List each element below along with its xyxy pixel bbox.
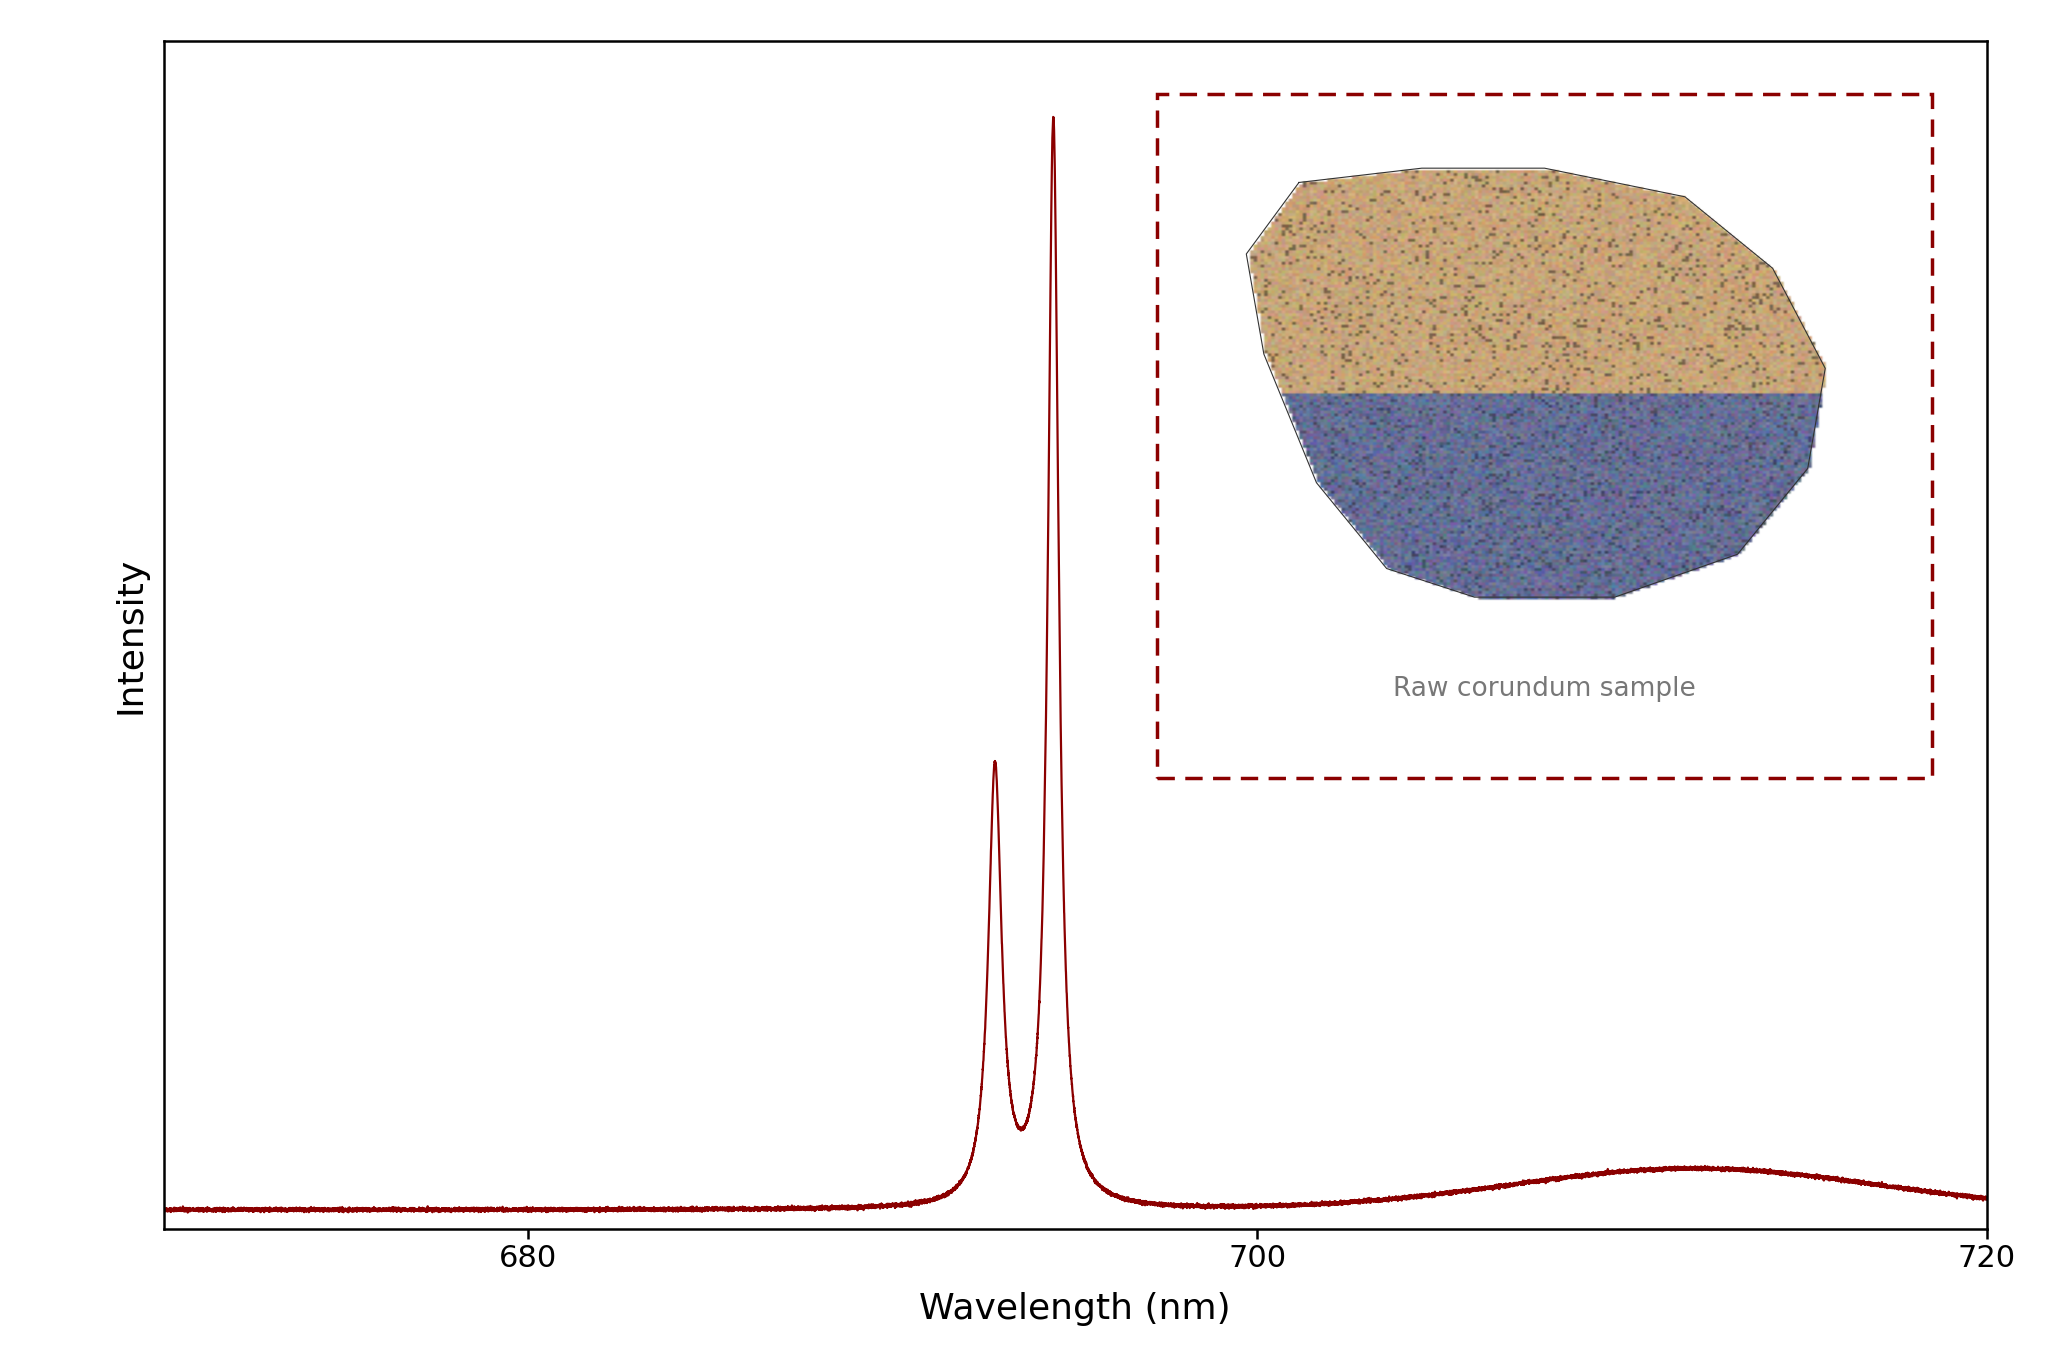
Y-axis label: Intensity: Intensity — [113, 556, 147, 714]
X-axis label: Wavelength (nm): Wavelength (nm) — [920, 1292, 1231, 1326]
FancyBboxPatch shape — [1157, 94, 1931, 777]
Text: Raw corundum sample: Raw corundum sample — [1393, 676, 1696, 702]
